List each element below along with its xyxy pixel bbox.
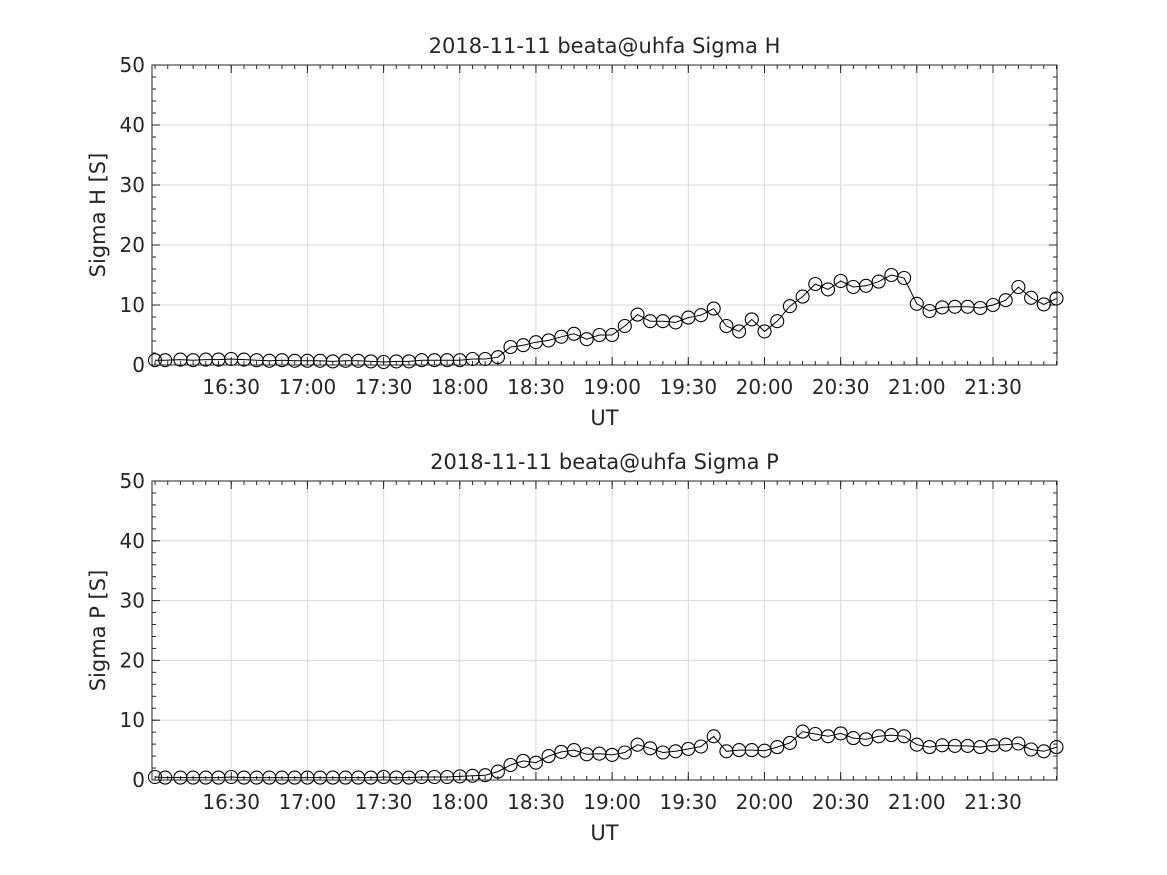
data-point — [579, 332, 594, 347]
data-point — [693, 308, 709, 323]
y-tick-label: 30 — [120, 589, 145, 613]
x-tick-label: 17:30 — [355, 790, 413, 814]
data-point — [1036, 297, 1051, 312]
x-tick-label: 18:00 — [431, 790, 489, 814]
x-tick-label: 16:30 — [202, 375, 260, 399]
data-point — [833, 726, 848, 741]
data-point — [566, 743, 582, 758]
data-point — [732, 324, 747, 339]
x-tick-label: 17:00 — [279, 790, 337, 814]
x-tick-label: 17:00 — [279, 375, 337, 399]
data-point — [909, 296, 924, 311]
data-point — [617, 745, 632, 760]
y-tick-label: 40 — [120, 113, 145, 137]
y-tick-label: 10 — [120, 293, 145, 317]
data-point — [897, 729, 912, 744]
x-tick-label: 16:30 — [202, 790, 260, 814]
data-point — [1024, 290, 1039, 305]
data-point — [757, 324, 772, 339]
y-tick-label: 30 — [120, 173, 145, 197]
data-point — [528, 755, 543, 770]
data-point — [782, 299, 797, 314]
y-axis-label: Sigma H [S] — [86, 153, 110, 278]
data-point — [1011, 736, 1026, 751]
data-point — [820, 282, 836, 297]
data-point — [566, 326, 582, 341]
chart-title: 2018-11-11 beata@uhfa Sigma P — [430, 450, 779, 474]
data-point — [630, 307, 645, 322]
data-point — [668, 315, 683, 330]
data-point — [147, 353, 163, 368]
data-point — [630, 737, 645, 752]
chart-1: 0 10 20 30 40 50 16:30 17:00 17:30 18:00 18:30 19:0… — [86, 34, 1064, 430]
x-tick-label: 20:00 — [736, 375, 794, 399]
data-point — [985, 297, 1001, 313]
x-tick-label: 17:30 — [355, 375, 413, 399]
data-point — [782, 735, 797, 750]
x-tick-label: 21:30 — [964, 790, 1022, 814]
x-tick-label: 21:00 — [888, 375, 946, 399]
data-point — [706, 729, 721, 744]
x-tick-label: 20:00 — [736, 790, 794, 814]
data-point — [706, 301, 721, 316]
data-point — [158, 353, 173, 368]
x-tick-label: 19:00 — [583, 790, 641, 814]
data-point — [858, 278, 874, 293]
chart-2: 0 10 20 30 40 50 16:30 17:00 17:30 18:00 18:30 19:0… — [86, 450, 1064, 845]
data-point — [871, 274, 886, 289]
data-point — [922, 303, 937, 319]
plot-area — [152, 481, 1057, 780]
data-point — [541, 333, 556, 348]
x-tick-label: 20:30 — [812, 790, 870, 814]
y-tick-label: 50 — [120, 469, 145, 493]
data-point — [770, 314, 785, 329]
x-tick-label: 18:00 — [431, 375, 489, 399]
data-point — [1036, 744, 1051, 759]
data-point — [770, 740, 785, 755]
data-point — [478, 768, 493, 783]
y-tick-label: 0 — [132, 768, 145, 792]
data-point — [617, 318, 632, 334]
plot-area — [152, 65, 1057, 365]
y-tick-label: 10 — [120, 708, 145, 732]
axes-frame — [151, 480, 1058, 781]
x-axis-label: UT — [590, 406, 618, 430]
chart-title: 2018-11-11 beata@uhfa Sigma H — [429, 34, 781, 58]
data-point — [643, 741, 658, 756]
y-axis-label: Sigma P [S] — [86, 570, 110, 692]
data-point — [897, 270, 912, 286]
data-point — [744, 312, 759, 327]
x-tick-label: 21:00 — [888, 790, 946, 814]
data-point — [605, 327, 620, 343]
y-tick-label: 20 — [120, 233, 145, 257]
x-tick-label: 18:30 — [507, 790, 565, 814]
data-point — [1011, 279, 1026, 295]
data-point — [490, 764, 505, 779]
x-tick-label: 19:30 — [659, 375, 717, 399]
data-point — [490, 350, 505, 365]
axes-frame — [151, 64, 1058, 366]
y-tick-label: 40 — [120, 529, 145, 553]
x-tick-label: 19:30 — [659, 790, 717, 814]
data-point — [998, 293, 1013, 308]
data-point — [503, 757, 518, 773]
data-point — [757, 743, 772, 758]
x-tick-label: 18:30 — [507, 375, 565, 399]
x-axis-label: UT — [590, 821, 618, 845]
data-point — [541, 749, 556, 764]
x-tick-label: 20:30 — [812, 375, 870, 399]
y-tick-label: 20 — [120, 648, 145, 672]
data-point — [693, 739, 709, 754]
data-point — [808, 276, 823, 292]
data-point — [158, 770, 173, 785]
data-point — [147, 769, 163, 785]
x-tick-label: 19:00 — [583, 375, 641, 399]
y-tick-label: 0 — [132, 353, 145, 377]
data-point — [833, 273, 848, 289]
x-tick-label: 21:30 — [964, 375, 1022, 399]
data-point — [795, 289, 810, 304]
data-point — [719, 318, 734, 334]
y-tick-label: 50 — [120, 53, 145, 77]
